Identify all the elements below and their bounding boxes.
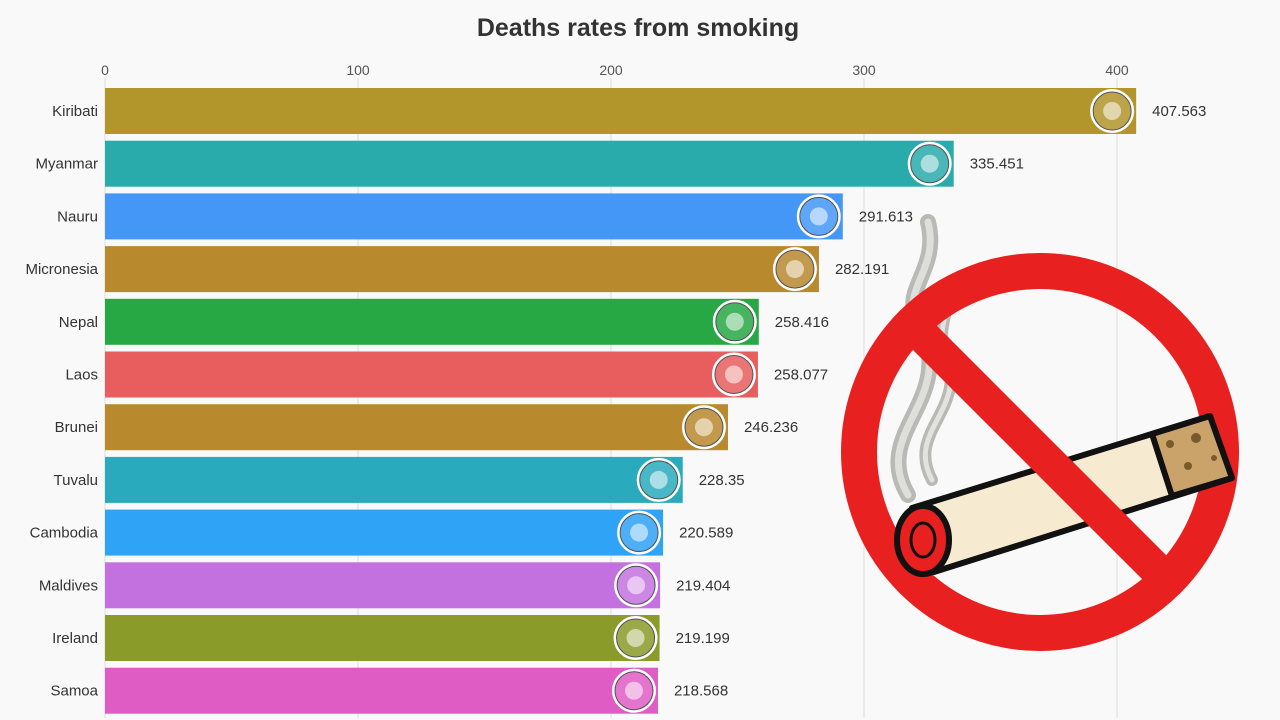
value-label: 407.563 — [1152, 103, 1206, 120]
value-label: 228.35 — [699, 472, 745, 489]
samoa-flag-icon — [611, 668, 656, 713]
bar-row: Nepal 258.416 — [59, 298, 829, 345]
nepal-flag-icon — [712, 299, 757, 344]
bar-row: Myanmar 335.451 — [35, 140, 1024, 187]
bar-row: Micronesia 282.191 — [25, 246, 889, 293]
value-label: 219.199 — [676, 630, 730, 647]
value-label: 220.589 — [679, 525, 733, 542]
bar-row: Maldives 219.404 — [39, 562, 730, 609]
bars: Kiribati 407.563 Myanmar 335.451 Nauru 291.61… — [25, 88, 1206, 714]
category-label: Laos — [65, 367, 98, 384]
category-label: Ireland — [52, 630, 98, 647]
value-label: 246.236 — [744, 419, 798, 436]
category-label: Tuvalu — [54, 472, 98, 489]
value-label: 219.404 — [676, 577, 730, 594]
ireland-flag-icon — [613, 616, 658, 660]
category-label: Kiribati — [52, 103, 98, 120]
category-label: Cambodia — [30, 525, 99, 542]
bar-row: Nauru 291.613 — [57, 193, 913, 240]
x-tick-label: 300 — [852, 62, 876, 78]
value-label: 291.613 — [859, 208, 913, 225]
bar — [105, 456, 683, 503]
category-label: Samoa — [50, 683, 98, 700]
kiribati-flag-icon — [1090, 89, 1135, 133]
chart-title: Deaths rates from smoking — [477, 14, 799, 42]
bar — [105, 298, 759, 345]
laos-flag-icon — [711, 352, 756, 397]
bar-row: Brunei 246.236 — [55, 404, 798, 451]
bar — [105, 404, 728, 451]
bar-row: Kiribati 407.563 — [52, 88, 1206, 134]
bar — [105, 88, 1137, 134]
category-label: Maldives — [39, 577, 98, 594]
value-label: 218.568 — [674, 683, 728, 700]
bar — [105, 193, 843, 240]
category-label: Nepal — [59, 314, 98, 331]
tuvalu-flag-icon — [636, 457, 681, 502]
bar-row: Ireland 219.199 — [52, 615, 730, 661]
value-label: 282.191 — [835, 261, 889, 278]
category-label: Nauru — [57, 208, 98, 225]
x-tick-label: 0 — [101, 62, 109, 78]
maldives-flag-icon — [614, 563, 659, 608]
bar-row: Tuvalu 228.35 — [54, 456, 745, 503]
bar — [105, 562, 661, 609]
brunei-flag-icon — [681, 405, 726, 450]
x-tick-label: 400 — [1105, 62, 1129, 78]
x-tick-label: 200 — [599, 62, 623, 78]
bar — [105, 246, 819, 293]
bar — [105, 140, 954, 187]
micronesia-flag-icon — [772, 247, 817, 292]
category-label: Brunei — [55, 419, 98, 436]
no-smoking-icon — [841, 214, 1239, 651]
category-label: Micronesia — [25, 261, 98, 278]
x-tick-label: 100 — [346, 62, 370, 78]
bar-row: Samoa 218.568 — [50, 667, 728, 714]
bar — [105, 351, 758, 398]
value-label: 258.077 — [774, 367, 828, 384]
cambodia-flag-icon — [617, 510, 662, 555]
prohibition-slash — [892, 305, 1185, 598]
value-label: 335.451 — [970, 156, 1024, 173]
nauru-flag-icon — [796, 194, 841, 239]
value-label: 258.416 — [775, 314, 829, 331]
bar — [105, 667, 658, 714]
bar — [105, 509, 664, 556]
category-label: Myanmar — [35, 156, 98, 173]
bar-row: Cambodia 220.589 — [30, 509, 733, 556]
bar-row: Laos 258.077 — [65, 351, 828, 398]
bar — [105, 615, 660, 661]
myanmar-flag-icon — [907, 141, 952, 186]
x-axis-ticks: 0 100 200 300 400 — [101, 62, 1129, 78]
